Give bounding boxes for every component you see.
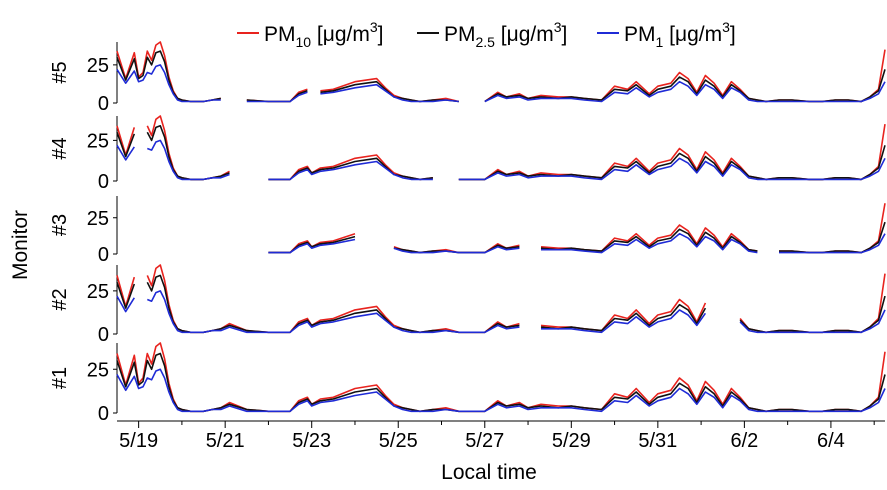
legend-unit: [μg/m (311, 23, 370, 46)
series-line-PM10 (116, 115, 886, 181)
series-line-PM1 (268, 232, 886, 254)
x-tick-label: 5/31 (638, 430, 677, 452)
x-tick-label: 5/27 (465, 430, 504, 452)
y-tick-label: 25 (87, 208, 109, 230)
legend-base: PM (624, 23, 656, 46)
x-tick-label: 5/19 (119, 430, 158, 452)
y-tick-label: 25 (87, 281, 109, 303)
series-line-PM1 (116, 368, 886, 413)
series-line-PM1 (116, 290, 886, 334)
series-line-PM2_5 (268, 221, 886, 254)
panel-label: #3 (49, 214, 71, 236)
legend-unit: [μg/m (663, 23, 722, 46)
panel-label: #2 (49, 288, 71, 310)
panels: 0 25 #5 0 25 #4 0 25 #3 0 25 #2 0 25 #1 (49, 41, 886, 425)
legend: PM10 [μg/m3] PM2.5 [μg/m3] PM1 [μg/m3] (237, 19, 736, 50)
legend-superscript: 3 (554, 19, 562, 35)
y-tick-label: 25 (87, 55, 109, 77)
x-axis-title: Local time (441, 461, 537, 484)
panel-2: 0 25 #4 (49, 115, 886, 193)
series-line-PM10 (116, 264, 886, 334)
y-axis-title: Monitor (9, 210, 32, 280)
y-tick-label: 25 (87, 130, 109, 152)
x-axis: 5/19 5/21 5/23 5/25 5/27 5/29 5/31 6/2 6/4 (117, 420, 885, 452)
legend-entry: PM10 [μg/m3] (264, 19, 384, 50)
x-tick-label: 6/2 (730, 430, 758, 452)
panel-label: #1 (49, 367, 71, 389)
panel-label: #4 (49, 137, 71, 159)
panel-4: 0 25 #2 (49, 264, 886, 346)
legend-subscript: 2.5 (476, 34, 496, 50)
y-tick-label: 0 (98, 93, 109, 115)
x-tick-label: 6/4 (817, 430, 845, 452)
y-tick-label: 0 (98, 171, 109, 193)
x-tick-label: 5/29 (552, 430, 591, 452)
legend-unit: [μg/m (495, 23, 554, 46)
legend-close: ] (562, 23, 568, 46)
panel-1: 0 25 #5 (49, 41, 886, 115)
series-line-PM2_5 (116, 125, 886, 181)
y-tick-label: 0 (98, 403, 109, 425)
x-tick-label: 5/21 (206, 430, 245, 452)
y-tick-label: 0 (98, 244, 109, 266)
legend-subscript: 1 (656, 34, 664, 50)
x-tick-label: 5/25 (379, 430, 418, 452)
y-tick-label: 25 (87, 359, 109, 381)
legend-superscript: 3 (722, 19, 730, 35)
series-line-PM10 (116, 342, 886, 413)
legend-close: ] (730, 23, 736, 46)
y-tick-label: 0 (98, 324, 109, 346)
legend-close: ] (378, 23, 384, 46)
legend-superscript: 3 (370, 19, 378, 35)
series-line-PM2_5 (116, 274, 886, 334)
series-line-PM10 (116, 41, 886, 103)
legend-entry: PM1 [μg/m3] (624, 19, 736, 50)
series-line-PM1 (116, 139, 886, 181)
series-line-PM10 (268, 203, 886, 254)
series-line-PM1 (116, 64, 886, 103)
panel-label: #5 (49, 61, 71, 83)
legend-base: PM (264, 23, 296, 46)
x-tick-label: 5/23 (292, 430, 331, 452)
legend-base: PM (444, 23, 476, 46)
legend-entry: PM2.5 [μg/m3] (444, 19, 567, 50)
panel-3: 0 25 #3 (49, 196, 886, 266)
panel-5: 0 25 #1 (49, 342, 886, 425)
legend-subscript: 10 (296, 34, 312, 50)
